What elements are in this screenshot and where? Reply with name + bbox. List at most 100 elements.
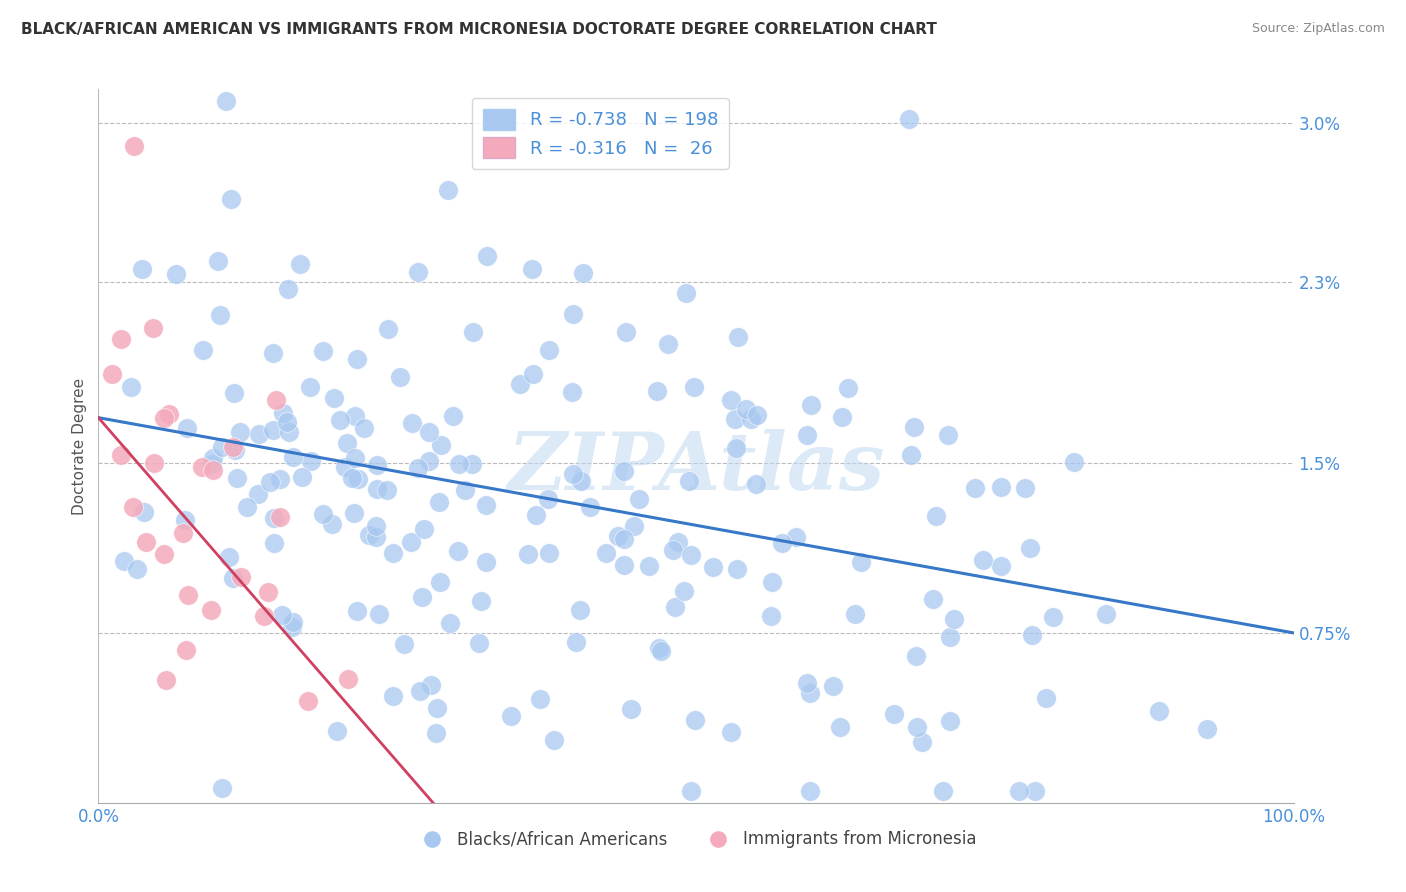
Point xyxy=(366,458,388,472)
Point xyxy=(461,457,484,471)
Point xyxy=(673,583,696,598)
Point xyxy=(381,546,404,560)
Point xyxy=(359,528,381,542)
Point xyxy=(425,726,447,740)
Point xyxy=(271,406,294,420)
Point xyxy=(837,381,859,395)
Point xyxy=(364,519,387,533)
Point xyxy=(613,464,636,478)
Point xyxy=(366,482,388,496)
Point xyxy=(1018,541,1040,555)
Point xyxy=(152,411,174,425)
Y-axis label: Doctorate Degree: Doctorate Degree xyxy=(72,377,87,515)
Point xyxy=(565,635,588,649)
Point xyxy=(761,575,783,590)
Point xyxy=(849,555,872,569)
Point xyxy=(725,441,748,455)
Point xyxy=(905,720,928,734)
Point xyxy=(683,713,706,727)
Point xyxy=(468,636,491,650)
Point xyxy=(375,483,398,497)
Point xyxy=(613,532,636,546)
Point xyxy=(131,262,153,277)
Point xyxy=(727,329,749,343)
Point xyxy=(269,510,291,524)
Point xyxy=(299,454,322,468)
Point xyxy=(441,409,464,424)
Point xyxy=(201,463,224,477)
Point xyxy=(561,307,583,321)
Point xyxy=(202,450,225,465)
Point xyxy=(211,781,233,796)
Point xyxy=(501,708,523,723)
Point xyxy=(561,384,583,399)
Point xyxy=(418,454,440,468)
Point xyxy=(215,94,238,108)
Point xyxy=(218,549,240,564)
Point xyxy=(112,554,135,568)
Point xyxy=(347,472,370,486)
Point xyxy=(1042,610,1064,624)
Point xyxy=(174,512,197,526)
Point xyxy=(910,735,932,749)
Point xyxy=(679,784,702,798)
Point xyxy=(142,321,165,335)
Point xyxy=(537,491,560,506)
Point xyxy=(224,442,246,457)
Point xyxy=(366,530,388,544)
Point xyxy=(263,510,285,524)
Point xyxy=(269,472,291,486)
Point xyxy=(297,694,319,708)
Point xyxy=(785,530,807,544)
Point xyxy=(796,427,818,442)
Point xyxy=(477,249,499,263)
Point xyxy=(437,183,460,197)
Text: Source: ZipAtlas.com: Source: ZipAtlas.com xyxy=(1251,22,1385,36)
Point xyxy=(134,505,156,519)
Point xyxy=(569,474,592,488)
Point xyxy=(367,607,389,621)
Point xyxy=(938,630,960,644)
Point xyxy=(207,254,229,268)
Point xyxy=(883,706,905,721)
Point xyxy=(326,724,349,739)
Point xyxy=(430,438,453,452)
Point xyxy=(277,425,299,439)
Point xyxy=(257,585,280,599)
Point xyxy=(259,475,281,489)
Text: ZIPAtlas: ZIPAtlas xyxy=(508,429,884,506)
Point xyxy=(157,407,180,421)
Point xyxy=(524,508,547,522)
Point xyxy=(740,411,762,425)
Point xyxy=(972,553,994,567)
Point xyxy=(288,257,311,271)
Point xyxy=(522,367,544,381)
Point xyxy=(262,423,284,437)
Point xyxy=(382,689,405,703)
Point xyxy=(120,379,142,393)
Point xyxy=(932,784,955,798)
Point xyxy=(298,380,321,394)
Point xyxy=(125,562,148,576)
Text: BLACK/AFRICAN AMERICAN VS IMMIGRANTS FROM MICRONESIA DOCTORATE DEGREE CORRELATIO: BLACK/AFRICAN AMERICAN VS IMMIGRANTS FRO… xyxy=(21,22,936,37)
Point xyxy=(569,603,592,617)
Point xyxy=(333,460,356,475)
Point xyxy=(176,420,198,434)
Point xyxy=(172,525,194,540)
Point xyxy=(1095,607,1118,622)
Point xyxy=(620,702,643,716)
Point xyxy=(247,487,270,501)
Point xyxy=(281,450,304,464)
Point xyxy=(229,570,252,584)
Point xyxy=(142,456,165,470)
Point xyxy=(399,535,422,549)
Point xyxy=(110,448,132,462)
Point xyxy=(208,308,231,322)
Point xyxy=(963,481,986,495)
Point xyxy=(165,267,187,281)
Point xyxy=(388,369,411,384)
Point xyxy=(538,546,561,560)
Point xyxy=(990,559,1012,574)
Point xyxy=(276,415,298,429)
Point xyxy=(211,440,233,454)
